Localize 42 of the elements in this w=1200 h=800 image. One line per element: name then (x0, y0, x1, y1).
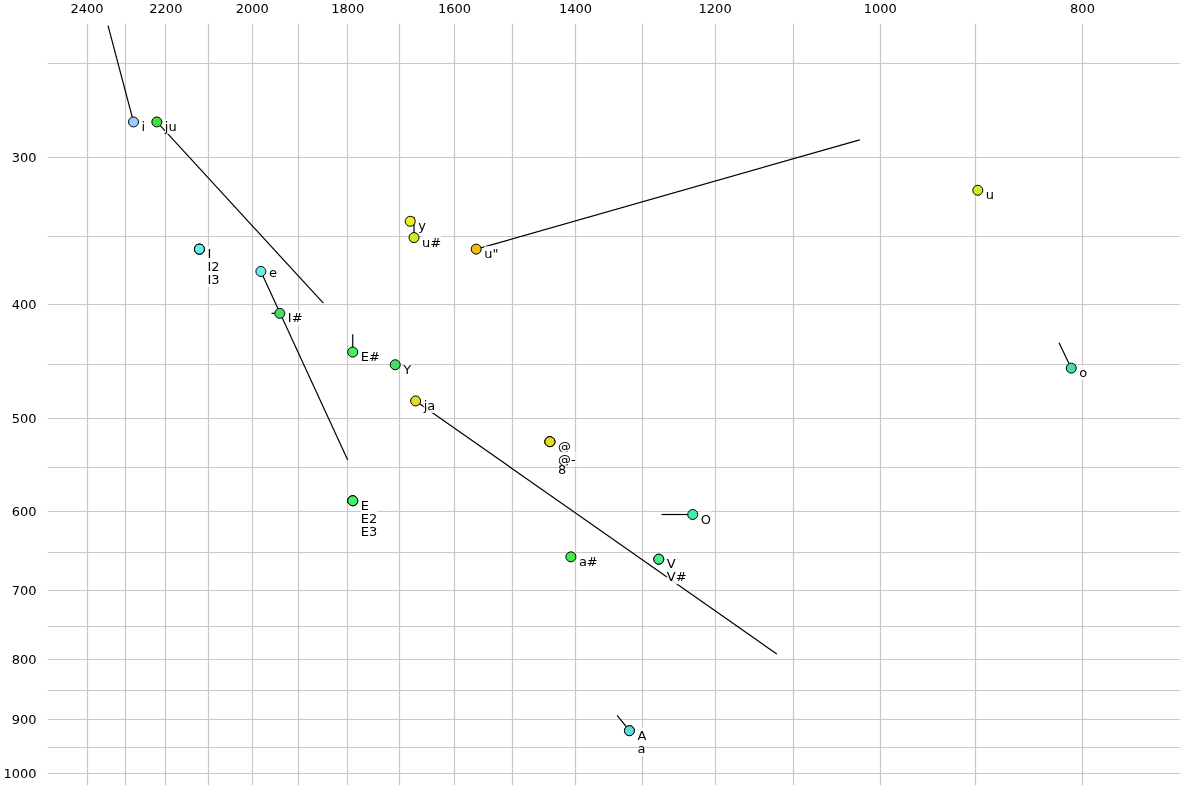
series-label: I3 (207, 272, 220, 288)
series-label: o (1079, 365, 1088, 381)
x-tick-label: 2200 (149, 0, 183, 16)
series-label: y (418, 218, 427, 234)
x-tick-label: 1800 (331, 0, 365, 16)
series-label: E (360, 497, 369, 513)
x-tick-label: 800 (1070, 0, 1095, 16)
x-tick-label: 1200 (698, 0, 732, 16)
x-tick-label: 2000 (235, 0, 269, 16)
series-label: V# (666, 569, 687, 585)
series-label: a (637, 740, 646, 756)
y-tick-label: 1000 (3, 765, 37, 781)
series-label: A (637, 727, 647, 743)
series-label: Y (402, 361, 412, 377)
series-label: @ (557, 438, 571, 454)
x-tick-label: 1600 (437, 0, 471, 16)
series-label: E# (360, 349, 380, 365)
series-label: I# (287, 310, 303, 326)
x-tick-label: 2400 (70, 0, 104, 16)
y-tick-label: 700 (11, 583, 37, 599)
y-tick-label: 800 (11, 651, 37, 667)
y-tick-label: 300 (11, 149, 37, 165)
y-tick-label: 900 (11, 711, 37, 727)
series-label: a# (578, 553, 598, 569)
y-tick-label: 500 (11, 411, 37, 427)
series-label: E2 (360, 510, 378, 526)
series-label: V (666, 556, 676, 572)
series-label: I (207, 246, 212, 262)
series-label: u# (422, 234, 442, 250)
y-tick-label: 400 (11, 296, 37, 312)
x-tick-label: 1400 (558, 0, 592, 16)
series-label: e (268, 265, 277, 281)
series-label: O (700, 511, 711, 527)
x-tick-label: 1000 (863, 0, 897, 16)
series-label: u (985, 187, 995, 203)
series-label: ja (422, 397, 436, 413)
series-label: I2 (207, 259, 220, 275)
series-label: u" (484, 246, 499, 262)
series-label: ju (163, 118, 177, 134)
series-label: i (141, 118, 146, 134)
y-tick-label: 600 (11, 504, 37, 520)
series-label: E3 (360, 523, 378, 539)
